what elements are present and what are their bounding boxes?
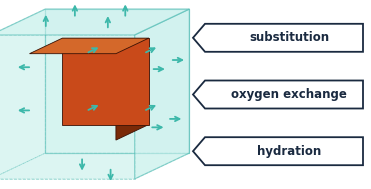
Polygon shape: [193, 24, 363, 52]
Polygon shape: [193, 137, 363, 165]
Polygon shape: [62, 38, 149, 125]
Text: oxygen exchange: oxygen exchange: [231, 88, 347, 101]
Polygon shape: [135, 9, 189, 179]
Text: hydration: hydration: [257, 145, 321, 158]
Polygon shape: [0, 9, 45, 179]
Polygon shape: [0, 153, 189, 179]
Polygon shape: [0, 35, 135, 179]
Text: substitution: substitution: [249, 31, 329, 44]
Polygon shape: [116, 38, 149, 140]
Polygon shape: [30, 38, 149, 54]
Polygon shape: [193, 81, 363, 108]
Polygon shape: [0, 9, 189, 35]
Polygon shape: [45, 9, 189, 153]
